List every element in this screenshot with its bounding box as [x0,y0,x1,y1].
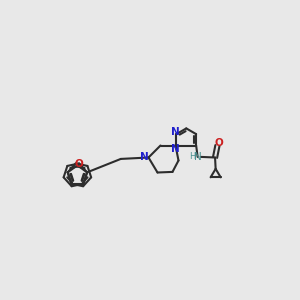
Text: O: O [214,138,223,148]
Text: N: N [140,152,149,163]
Text: N: N [194,152,202,162]
Text: O: O [74,159,83,169]
Text: H: H [189,152,195,161]
Text: N: N [171,143,180,154]
Text: N: N [170,127,179,137]
